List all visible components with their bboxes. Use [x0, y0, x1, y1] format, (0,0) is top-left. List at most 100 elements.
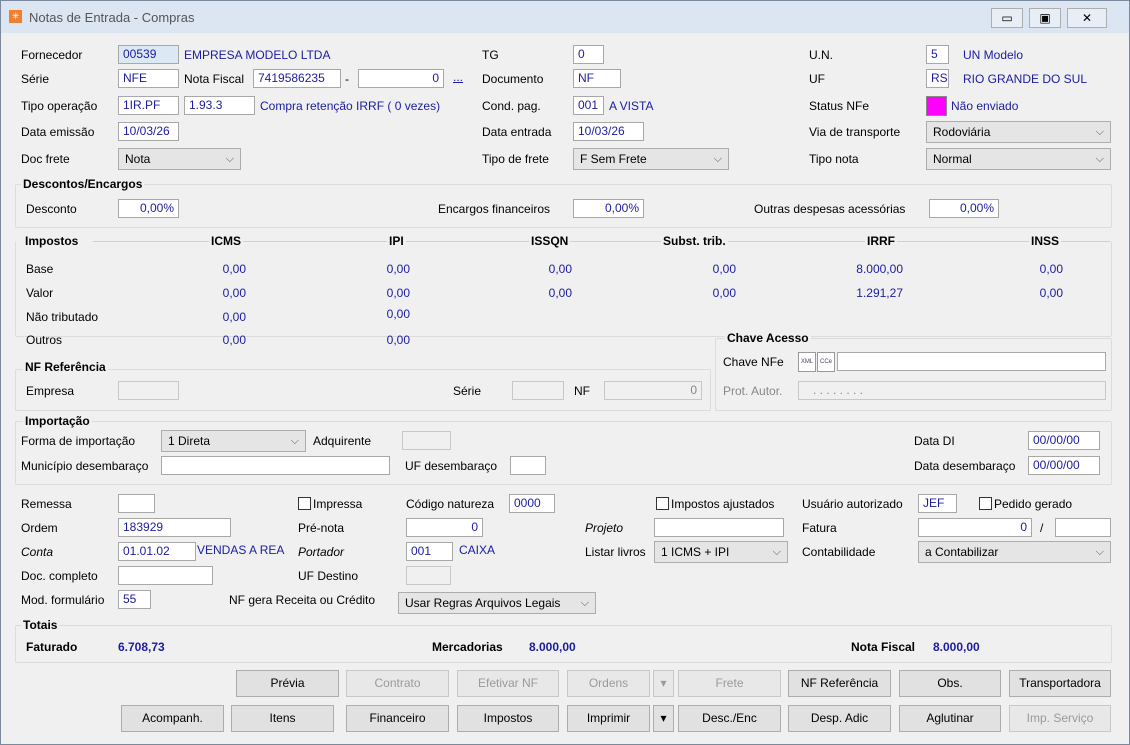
nota-suffix-input[interactable]: 0	[358, 69, 444, 88]
doc-frete-select[interactable]: Nota ⌵	[118, 148, 241, 170]
chevron-down-icon: ⌵	[1095, 153, 1104, 165]
frete-button[interactable]: Frete	[678, 670, 781, 697]
uf-desembaraco-input[interactable]	[510, 456, 546, 475]
chave-nfe-input[interactable]	[837, 352, 1106, 371]
fatura-parcela-input[interactable]	[1055, 518, 1111, 537]
nf-referencia-button[interactable]: NF Referência	[788, 670, 891, 697]
data-emissao-label: Data emissão	[21, 125, 95, 139]
impostos-ajustados-checkbox[interactable]	[656, 497, 669, 510]
chevron-down-icon: ⌵	[1095, 126, 1104, 138]
doc-frete-value: Nota	[125, 152, 151, 166]
forma-importacao-select[interactable]: 1 Direta ⌵	[161, 430, 306, 452]
prot-autor-input[interactable]: . . . . . . . .	[798, 381, 1106, 400]
ordem-input[interactable]: 183929	[118, 518, 231, 537]
portador-label: Portador	[298, 545, 345, 559]
contabilidade-label: Contabilidade	[802, 545, 876, 559]
tipo-frete-select[interactable]: F Sem Frete ⌵	[573, 148, 729, 170]
pre-nota-input[interactable]: 0	[406, 518, 483, 537]
tipo-operacao-input[interactable]: 1IR.PF	[118, 96, 179, 115]
listar-livros-value: 1 ICMS + IPI	[661, 545, 730, 559]
tipo-nota-value: Normal	[933, 152, 972, 166]
aglutinar-button[interactable]: Aglutinar	[899, 705, 1001, 732]
previa-button[interactable]: Prévia	[236, 670, 339, 697]
adquirente-input[interactable]	[402, 431, 451, 450]
transportadora-button[interactable]: Transportadora	[1009, 670, 1111, 697]
chave-nfe-label: Chave NFe	[723, 355, 784, 369]
tipo-nota-select[interactable]: Normal ⌵	[926, 148, 1111, 170]
col-inss: INSS	[1029, 234, 1062, 248]
doc-completo-input[interactable]	[118, 566, 213, 585]
fatura-separator: /	[1040, 521, 1044, 535]
financeiro-button[interactable]: Financeiro	[346, 705, 449, 732]
empresa-input[interactable]	[118, 381, 179, 400]
fatura-input[interactable]: 0	[918, 518, 1032, 537]
outras-despesas-input[interactable]: 0,00%	[929, 199, 999, 218]
uf-input[interactable]: RS	[926, 69, 949, 88]
nota-fiscal-label: Nota Fiscal	[184, 72, 245, 86]
ordens-button[interactable]: Ordens	[567, 670, 650, 697]
usuario-autorizado-input[interactable]: JEF	[918, 494, 957, 513]
portador-input[interactable]: 001	[406, 542, 453, 561]
mod-formulario-input[interactable]: 55	[118, 590, 151, 609]
outras-despesas-label: Outras despesas acessórias	[754, 202, 906, 216]
listar-livros-select[interactable]: 1 ICMS + IPI ⌵	[654, 541, 788, 563]
cce-icon[interactable]: CCe	[817, 352, 835, 372]
impressa-checkbox[interactable]	[298, 497, 311, 510]
contabilidade-select[interactable]: a Contabilizar ⌵	[918, 541, 1111, 563]
serie-input[interactable]: NFE	[118, 69, 179, 88]
pedido-gerado-checkbox[interactable]	[979, 497, 992, 510]
usuario-autorizado-label: Usuário autorizado	[802, 497, 903, 511]
desc-enc-button[interactable]: Desc./Enc	[678, 705, 781, 732]
ordens-dropdown-icon[interactable]: ▾	[653, 670, 674, 697]
uf-destino-input[interactable]	[406, 566, 451, 585]
encargos-input[interactable]: 0,00%	[573, 199, 644, 218]
cond-pag-label: Cond. pag.	[482, 99, 541, 113]
impostos-button[interactable]: Impostos	[457, 705, 559, 732]
status-nfe-label: Status NFe	[809, 99, 870, 113]
cfop-input[interactable]: 1.93.3	[184, 96, 255, 115]
efetivar-nf-button[interactable]: Efetivar NF	[457, 670, 559, 697]
contrato-button[interactable]: Contrato	[346, 670, 449, 697]
nota-lookup-button[interactable]: ...	[453, 70, 464, 84]
chevron-down-icon: ⌵	[713, 153, 722, 165]
desconto-input[interactable]: 0,00%	[118, 199, 179, 218]
obs-button[interactable]: Obs.	[899, 670, 1001, 697]
nf-ref-serie-input[interactable]	[512, 381, 564, 400]
nota-fiscal-total-label: Nota Fiscal	[851, 640, 916, 654]
imp-servico-button[interactable]: Imp. Serviço	[1009, 705, 1111, 732]
doc-frete-label: Doc frete	[21, 152, 70, 166]
nota-fiscal-input[interactable]: 7419586235	[253, 69, 341, 88]
minimize-button[interactable]: ▭	[991, 8, 1023, 28]
tg-input[interactable]: 0	[573, 45, 604, 64]
col-irrf: IRRF	[865, 234, 897, 248]
imprimir-button[interactable]: Imprimir	[567, 705, 650, 732]
cond-pag-input[interactable]: 001	[573, 96, 604, 115]
conta-input[interactable]: 01.01.02	[118, 542, 196, 561]
desp-adic-button[interactable]: Desp. Adic	[788, 705, 891, 732]
data-di-input[interactable]: 00/00/00	[1028, 431, 1100, 450]
projeto-input[interactable]	[654, 518, 784, 537]
maximize-button[interactable]: ▣	[1029, 8, 1061, 28]
un-input[interactable]: 5	[926, 45, 949, 64]
data-emissao-input[interactable]: 10/03/26	[118, 122, 179, 141]
documento-input[interactable]: NF	[573, 69, 621, 88]
data-desembaraco-input[interactable]: 00/00/00	[1028, 456, 1100, 475]
nf-gera-select[interactable]: Usar Regras Arquivos Legais ⌵	[398, 592, 596, 614]
base-inss: 0,00	[1039, 262, 1063, 276]
codigo-natureza-input[interactable]: 0000	[509, 494, 555, 513]
xml-icon[interactable]: XML	[798, 352, 816, 372]
municipio-input[interactable]	[161, 456, 390, 475]
close-button[interactable]: ✕	[1067, 8, 1107, 28]
remessa-input[interactable]	[118, 494, 155, 513]
acompanh-button[interactable]: Acompanh.	[121, 705, 224, 732]
itens-button[interactable]: Itens	[231, 705, 334, 732]
data-entrada-input[interactable]: 10/03/26	[573, 122, 644, 141]
fornecedor-code-input[interactable]: 00539	[118, 45, 179, 64]
via-transporte-select[interactable]: Rodoviária ⌵	[926, 121, 1111, 143]
valor-ipi: 0,00	[386, 286, 410, 300]
nf-ref-nf-input[interactable]: 0	[604, 381, 702, 400]
serie-label: Série	[21, 72, 50, 86]
imprimir-dropdown-icon[interactable]: ▾	[653, 705, 674, 732]
fornecedor-label: Fornecedor	[21, 48, 83, 62]
faturado-value: 6.708,73	[118, 640, 165, 654]
